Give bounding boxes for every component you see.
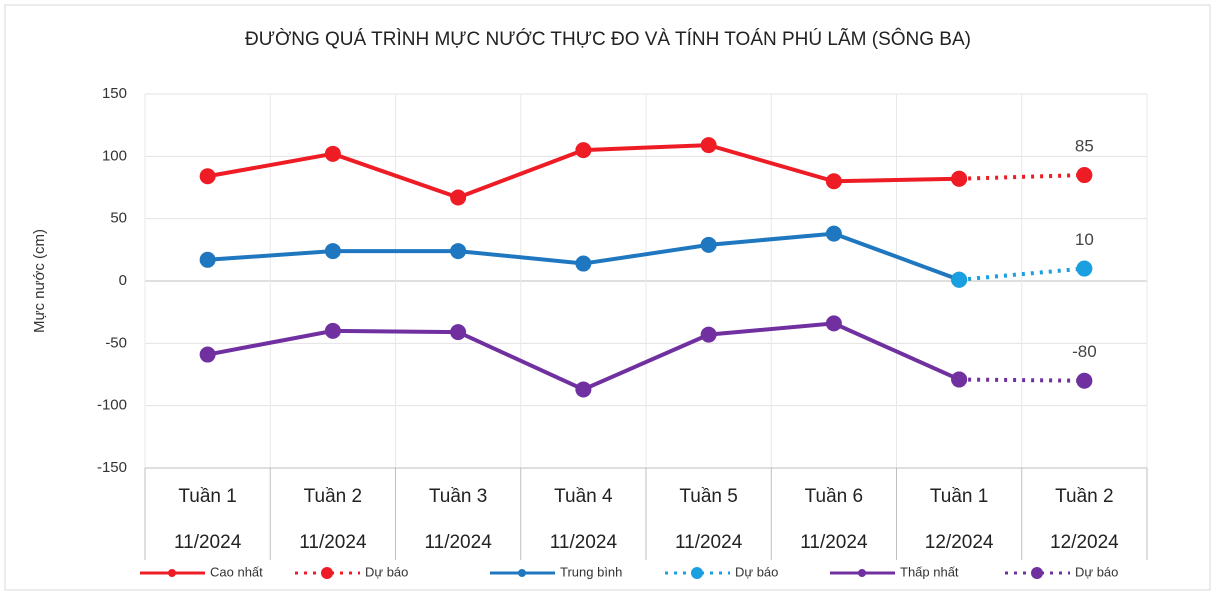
marker bbox=[575, 142, 592, 159]
y-axis-label: Mực nước (cm) bbox=[31, 229, 48, 333]
marker bbox=[450, 243, 467, 260]
chart-border bbox=[4, 4, 1211, 591]
x-group-label: 12/2024 bbox=[925, 532, 994, 553]
chart-title: ĐƯỜNG QUÁ TRÌNH MỰC NƯỚC THỰC ĐO VÀ TÍNH… bbox=[245, 28, 971, 50]
marker bbox=[700, 137, 717, 154]
marker bbox=[951, 170, 968, 187]
marker bbox=[1076, 167, 1093, 184]
x-group-label: 11/2024 bbox=[550, 532, 618, 553]
x-tick-label: Tuần 2 bbox=[1055, 486, 1113, 507]
legend-marker bbox=[691, 567, 703, 579]
legend-label: Cao nhất bbox=[210, 564, 263, 579]
x-group-label: 11/2024 bbox=[299, 532, 367, 553]
marker bbox=[1076, 372, 1093, 389]
marker bbox=[199, 168, 216, 185]
y-tick-label: 50 bbox=[110, 210, 127, 227]
marker bbox=[575, 255, 592, 272]
marker bbox=[324, 145, 341, 162]
x-group-label: 11/2024 bbox=[800, 532, 868, 553]
x-tick-label: Tuần 1 bbox=[178, 486, 236, 507]
marker bbox=[450, 324, 467, 341]
x-tick-label: Tuần 3 bbox=[429, 486, 487, 507]
legend-marker bbox=[321, 567, 333, 579]
x-group-label: 11/2024 bbox=[424, 532, 492, 553]
marker bbox=[700, 326, 717, 343]
marker bbox=[324, 243, 341, 260]
y-tick-label: -100 bbox=[97, 397, 127, 414]
x-tick-label: Tuần 2 bbox=[304, 486, 362, 507]
x-tick-label: Tuần 6 bbox=[805, 486, 863, 507]
data-label: 85 bbox=[1075, 137, 1094, 156]
x-tick-label: Tuần 1 bbox=[930, 486, 988, 507]
legend-marker bbox=[168, 569, 176, 577]
marker bbox=[825, 315, 842, 332]
y-tick-label: 0 bbox=[119, 272, 127, 289]
marker bbox=[951, 271, 968, 288]
marker bbox=[700, 236, 717, 253]
series-line bbox=[958, 266, 1085, 282]
y-tick-label: 100 bbox=[102, 147, 127, 164]
legend-label: Dự báo bbox=[365, 564, 408, 579]
x-group-label: 12/2024 bbox=[1050, 532, 1119, 553]
legend-marker bbox=[858, 569, 866, 577]
legend-label: Thấp nhất bbox=[900, 564, 959, 579]
legend-marker bbox=[518, 569, 526, 577]
x-tick-label: Tuần 5 bbox=[679, 486, 737, 507]
legend-label: Dự báo bbox=[735, 564, 778, 579]
marker bbox=[1076, 260, 1093, 277]
legend-label: Dự báo bbox=[1075, 564, 1118, 579]
marker bbox=[575, 381, 592, 398]
marker bbox=[324, 322, 341, 339]
series-line bbox=[959, 377, 1085, 383]
x-tick-label: Tuần 4 bbox=[554, 486, 613, 507]
data-label: -80 bbox=[1072, 342, 1097, 361]
legend-label: Trung bình bbox=[560, 564, 622, 579]
marker bbox=[450, 189, 467, 206]
series-line bbox=[959, 173, 1085, 181]
marker bbox=[825, 225, 842, 242]
y-tick-label: 150 bbox=[102, 85, 127, 102]
x-group-label: 11/2024 bbox=[174, 532, 242, 553]
marker bbox=[951, 371, 968, 388]
marker bbox=[199, 251, 216, 268]
legend-marker bbox=[1031, 567, 1043, 579]
marker bbox=[825, 173, 842, 190]
data-label: 10 bbox=[1075, 230, 1094, 249]
marker bbox=[199, 346, 216, 363]
x-group-label: 11/2024 bbox=[675, 532, 743, 553]
y-tick-label: -50 bbox=[105, 334, 127, 351]
y-tick-label: -150 bbox=[97, 459, 127, 476]
